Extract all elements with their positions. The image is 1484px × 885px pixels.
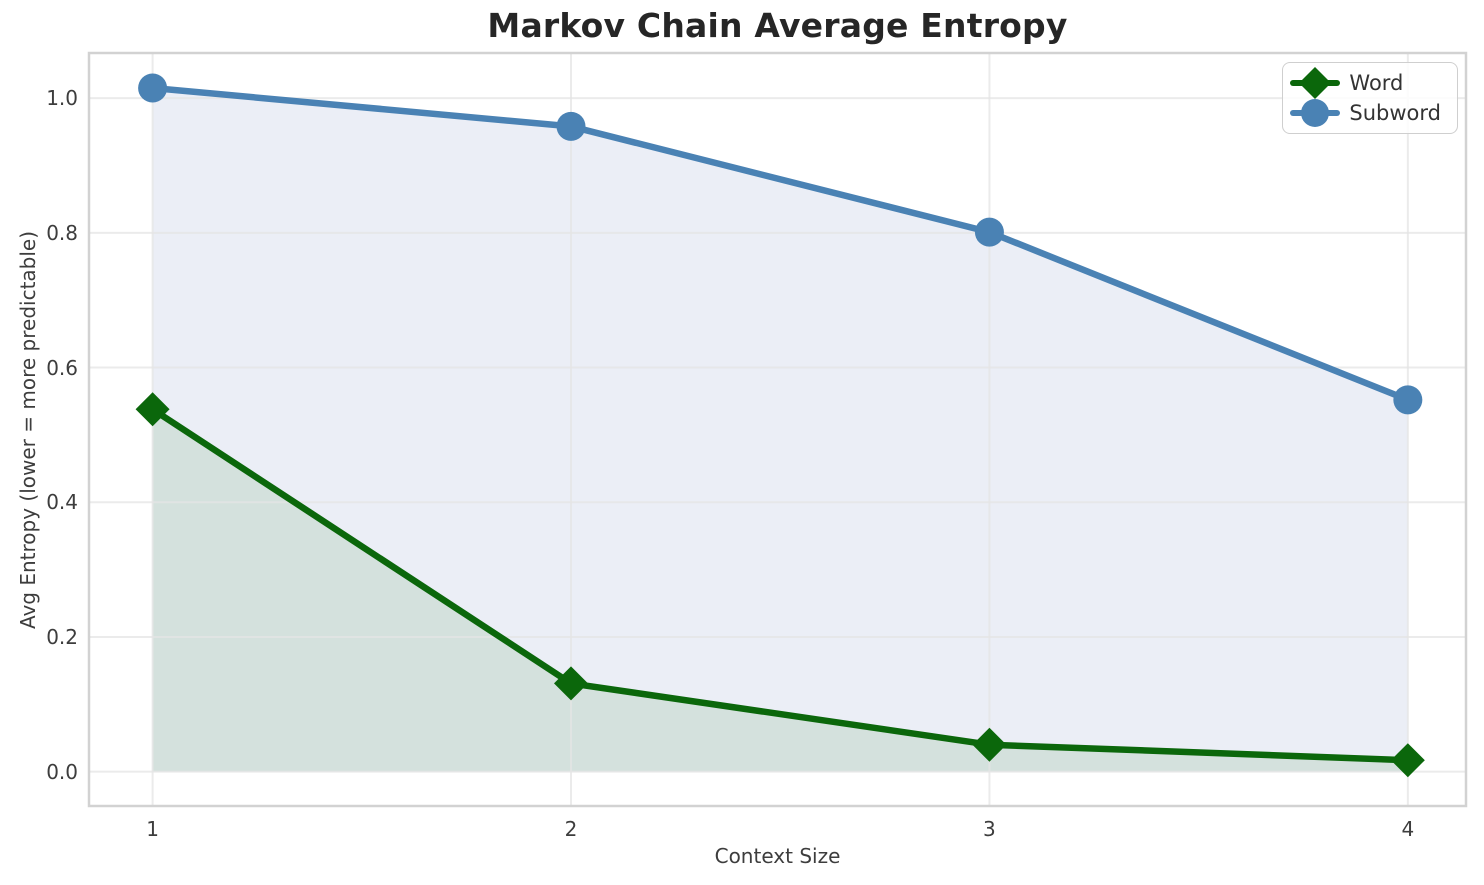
legend: Word Subword xyxy=(1282,62,1458,134)
y-tick-label: 0.0 xyxy=(46,759,78,784)
legend-entry-word: Word xyxy=(1290,67,1441,99)
subword-legend-marker-icon xyxy=(1290,99,1341,127)
word-marker xyxy=(554,666,589,701)
word-line xyxy=(149,406,1412,764)
legend-label: Subword xyxy=(1349,101,1441,125)
x-axis-label: Context Size xyxy=(714,844,841,868)
legend-entry-subword: Subword xyxy=(1290,98,1441,128)
word-marker xyxy=(135,392,170,427)
legend-circle-marker xyxy=(1301,99,1330,127)
subword-marker xyxy=(556,111,586,141)
legend-diamond-marker xyxy=(1299,67,1332,99)
x-tick-label: 3 xyxy=(983,817,996,841)
subword-area-fill xyxy=(152,88,1408,772)
y-tick-label: 1.0 xyxy=(46,86,78,111)
subword-marker xyxy=(138,73,168,103)
y-axis-label: Avg Entropy (lower = more predictable) xyxy=(16,230,40,630)
legend-label: Word xyxy=(1349,71,1404,95)
x-tick-label: 4 xyxy=(1401,817,1415,841)
y-tick-label: 0.6 xyxy=(46,355,78,380)
word-legend-marker-icon xyxy=(1290,67,1341,99)
plot-border xyxy=(87,51,1468,808)
x-tick-label: 1 xyxy=(146,817,159,841)
word-marker xyxy=(972,727,1007,762)
y-tick-label: 0.2 xyxy=(46,624,78,649)
x-tick-label: 2 xyxy=(564,817,578,841)
y-tick-label: 0.8 xyxy=(46,220,78,245)
subword-marker xyxy=(974,217,1004,247)
word-marker xyxy=(1390,743,1425,778)
subword-line xyxy=(149,84,1412,404)
word-area-fill xyxy=(152,409,1408,772)
y-tick-label: 0.4 xyxy=(46,490,78,515)
chart-title: Markov Chain Average Entropy xyxy=(487,6,1068,45)
subword-marker xyxy=(1393,385,1423,415)
